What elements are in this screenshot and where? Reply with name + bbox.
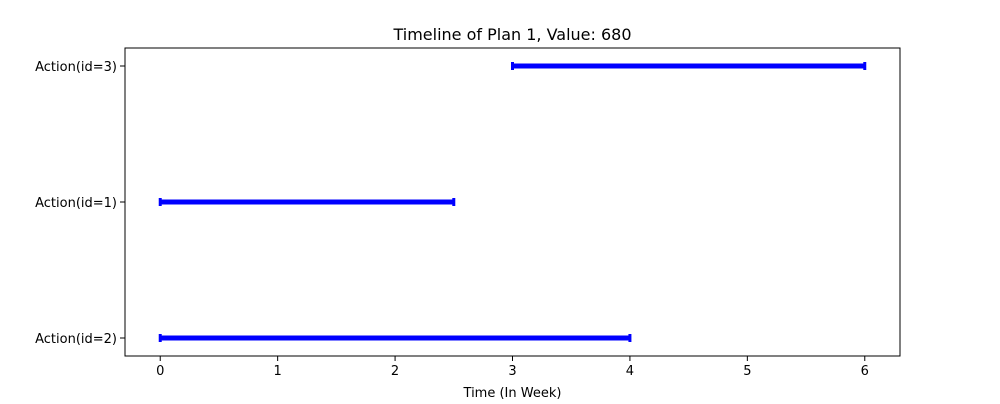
y-tick-label: Action(id=1) xyxy=(35,196,117,211)
y-ticks: Action(id=2) Action(id=1) Action(id=3) xyxy=(35,60,125,347)
chart-title: Timeline of Plan 1, Value: 680 xyxy=(392,25,631,44)
x-tick-label: 1 xyxy=(274,364,282,379)
x-axis-label: Time (In Week) xyxy=(463,386,562,400)
timeline-bar xyxy=(511,62,867,70)
x-ticks: 0 1 2 3 4 5 6 xyxy=(156,356,869,379)
x-tick-label: 6 xyxy=(861,364,869,379)
bars-layer xyxy=(158,62,867,342)
x-tick-label: 3 xyxy=(508,364,516,379)
x-tick-label: 2 xyxy=(391,364,399,379)
y-tick-label: Action(id=2) xyxy=(35,332,117,347)
y-tick-label: Action(id=3) xyxy=(35,60,117,75)
x-tick-label: 5 xyxy=(743,364,751,379)
timeline-bar xyxy=(158,334,632,342)
x-tick-label: 0 xyxy=(156,364,164,379)
x-tick-label: 4 xyxy=(626,364,634,379)
timeline-bar xyxy=(158,198,456,206)
